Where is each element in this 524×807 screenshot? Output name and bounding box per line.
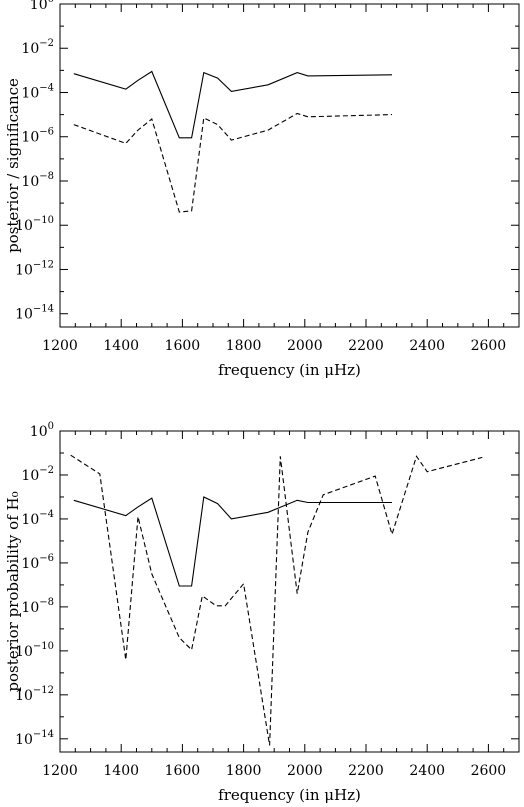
x-tick-label: 1600: [165, 763, 201, 779]
y-axis-title: posterior / significance: [4, 78, 22, 253]
x-tick-label: 1200: [42, 338, 78, 354]
y-tick-label: 10−8: [21, 171, 54, 190]
y-axis-title: posterior probability of H₀: [4, 491, 22, 691]
y-tick-label: 10−2: [21, 465, 54, 484]
y-tick-label: 10−12: [15, 259, 54, 278]
y-tick-label: 10−14: [15, 729, 54, 748]
y-tick-label: 10−4: [21, 82, 54, 101]
y-tick-label: 10−8: [21, 597, 54, 616]
top-panel: 1200 1400 1600 1800 2000 2200 2400 2600 100 10−2 1…: [4, 0, 520, 379]
x-tick-label: 2000: [287, 338, 323, 354]
x-tick-label: 2200: [348, 338, 384, 354]
x-tick-label: 1600: [165, 338, 201, 354]
y-tick-label: 10−6: [21, 127, 54, 146]
bottom-panel: 1200 1400 1600 1800 2000 2200 2400 2600 100 10−2 1…: [4, 421, 520, 804]
x-axis-title: frequency (in μHz): [218, 361, 361, 379]
y-tick-label: 10−4: [21, 509, 54, 528]
x-tick-label: 2600: [471, 763, 507, 779]
x-axis-title: frequency (in μHz): [218, 786, 361, 804]
x-tick-label: 1200: [42, 763, 78, 779]
x-tick-label: 2400: [409, 338, 445, 354]
x-tick-label: 1400: [103, 763, 139, 779]
plot-frame: [59, 430, 520, 753]
dashed-series-line: [70, 454, 483, 746]
y-tick-label: 100: [30, 421, 54, 440]
y-tick-label: 10−14: [15, 304, 54, 323]
solid-series-line: [73, 496, 392, 587]
solid-series-line: [73, 70, 393, 139]
x-tick-label: 1400: [103, 338, 139, 354]
y-tick-label: 100: [30, 0, 54, 13]
dashed-series-line: [73, 112, 393, 213]
x-tick-label: 2600: [471, 338, 507, 354]
y-tick-label: 10−2: [21, 38, 54, 57]
plot-frame: [59, 3, 520, 328]
x-tick-label: 1800: [226, 763, 262, 779]
x-tick-label: 2400: [409, 763, 445, 779]
y-tick-label: 10−6: [21, 553, 54, 572]
x-tick-label: 2200: [348, 763, 384, 779]
x-tick-label: 1800: [226, 338, 262, 354]
x-tick-label: 2000: [287, 763, 323, 779]
